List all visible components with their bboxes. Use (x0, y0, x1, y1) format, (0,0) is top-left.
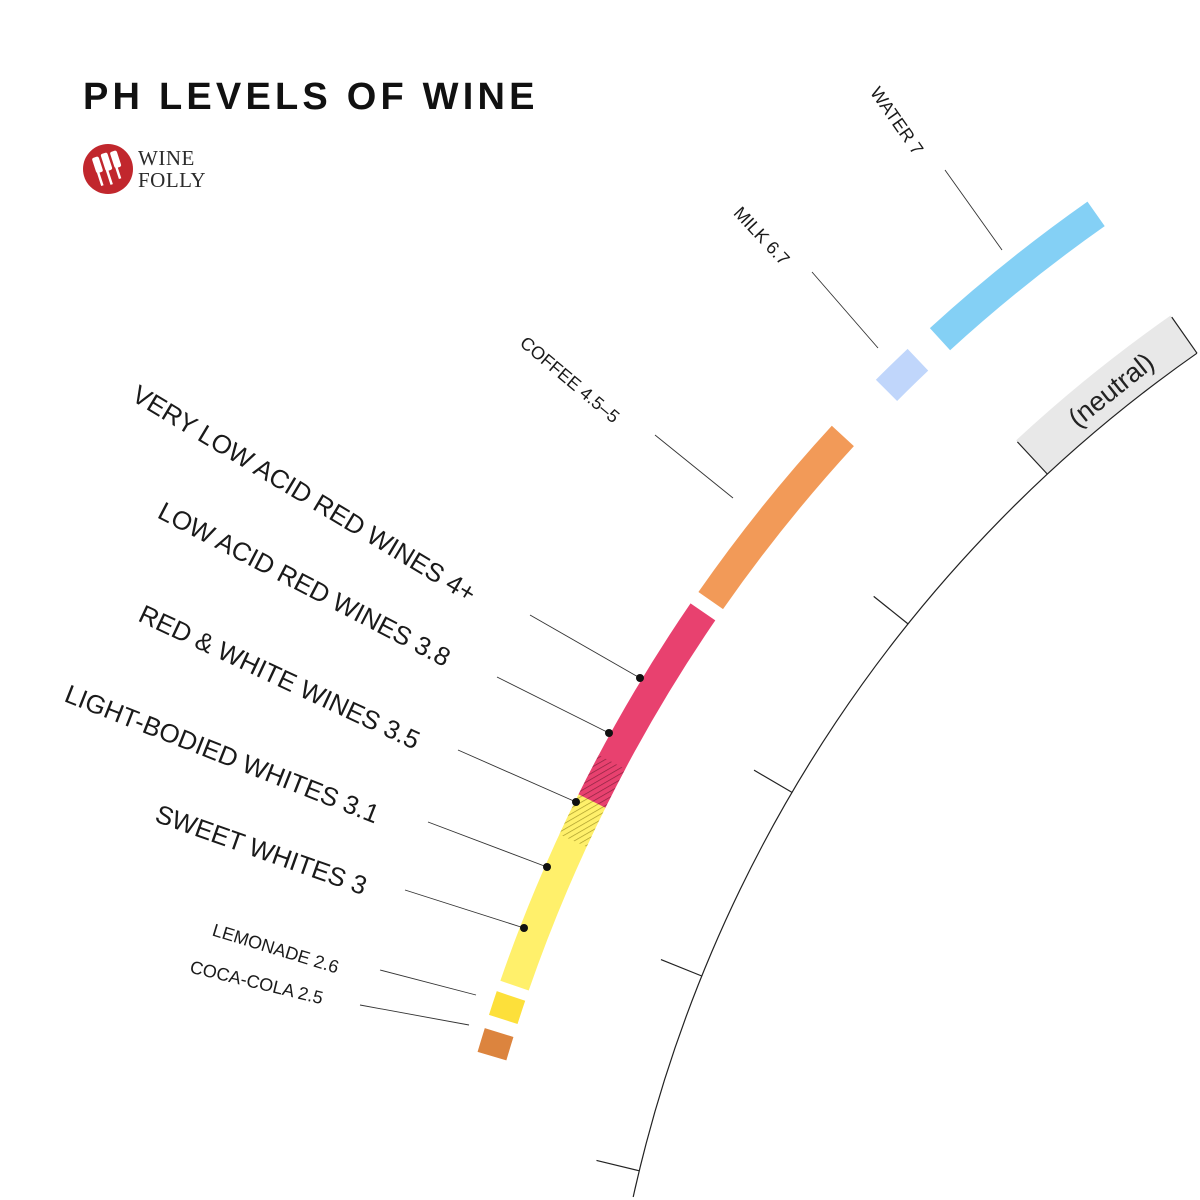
ph-band (477, 201, 1105, 1061)
band-water-7 (929, 201, 1105, 351)
leader-line-coffee-4-5-5 (654, 434, 734, 499)
marker-dot-very-low-acid-red-wines-4 (636, 674, 644, 682)
leader-line-milk-6-7 (811, 271, 879, 349)
label-water-7: WATER 7 (866, 83, 927, 158)
band-lemonade-2-6 (488, 991, 526, 1025)
axis-tick-ph-4 (753, 769, 793, 793)
leader-line-lemonade-2-6 (379, 969, 477, 996)
overlap-hatch-red (578, 754, 626, 808)
leader-line-low-acid-red-wines-3-8 (496, 676, 610, 734)
logo-text-wine: WINE (138, 146, 195, 170)
marker-dot-red-white-wines-3-5 (572, 798, 580, 806)
leader-line-coca-cola-2-5 (359, 1004, 470, 1026)
axis-tick-ph-6 (1016, 441, 1048, 475)
leader-line-light-bodied-whites-3-1 (427, 821, 548, 868)
logo-text-folly: FOLLY (138, 168, 207, 192)
leader-line-red-white-wines-3-5 (457, 749, 577, 803)
axis-arc (632, 352, 1198, 1198)
marker-dot-light-bodied-whites-3-1 (543, 863, 551, 871)
neutral-band (1016, 315, 1197, 475)
marker-dot-low-acid-red-wines-3-8 (605, 729, 613, 737)
band-coffee-4-5-5 (698, 425, 854, 610)
label-milk-6-7: MILK 6.7 (730, 203, 794, 269)
axis-tick-ph-2 (596, 1159, 640, 1172)
marker-dot-sweet-whites-3 (520, 924, 528, 932)
band-milk-6-7 (875, 348, 929, 401)
wine-folly-logo: WINE FOLLY (82, 142, 222, 198)
axis-tick-ph-7 (1171, 316, 1198, 354)
page-title: PH LEVELS OF WINE (83, 76, 539, 118)
leader-line-very-low-acid-red-wines-4 (529, 614, 641, 679)
logo-bottles-icon (83, 144, 133, 194)
leader-line-water-7 (944, 169, 1003, 251)
label-coffee-4-5-5: COFFEE 4.5–5 (516, 333, 623, 427)
axis-tick-ph-5 (873, 595, 909, 625)
leader-line-sweet-whites-3 (404, 889, 525, 929)
ph-axis: (neutral) (596, 315, 1198, 1198)
band-coca-cola-2-5 (477, 1028, 514, 1061)
axis-tick-ph-3 (660, 958, 702, 977)
overlap-hatch-yellow (559, 794, 606, 847)
